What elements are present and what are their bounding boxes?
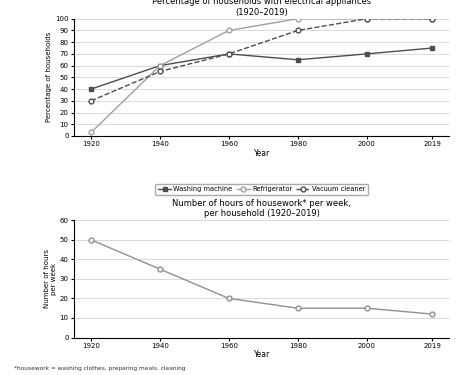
Y-axis label: Percentage of households: Percentage of households [46, 32, 52, 123]
Title: Number of hours of housework* per week,
per household (1920–2019): Number of hours of housework* per week, … [172, 199, 351, 218]
X-axis label: Year: Year [253, 351, 270, 360]
Legend: Washing machine, Refrigerator, Vacuum cleaner: Washing machine, Refrigerator, Vacuum cl… [156, 184, 368, 195]
Text: *housework = washing clothes, preparing meals, cleaning: *housework = washing clothes, preparing … [14, 366, 185, 371]
Title: Percentage of households with electrical appliances
(1920–2019): Percentage of households with electrical… [152, 0, 371, 16]
X-axis label: Year: Year [253, 149, 270, 158]
Y-axis label: Number of hours
per week: Number of hours per week [44, 249, 57, 308]
